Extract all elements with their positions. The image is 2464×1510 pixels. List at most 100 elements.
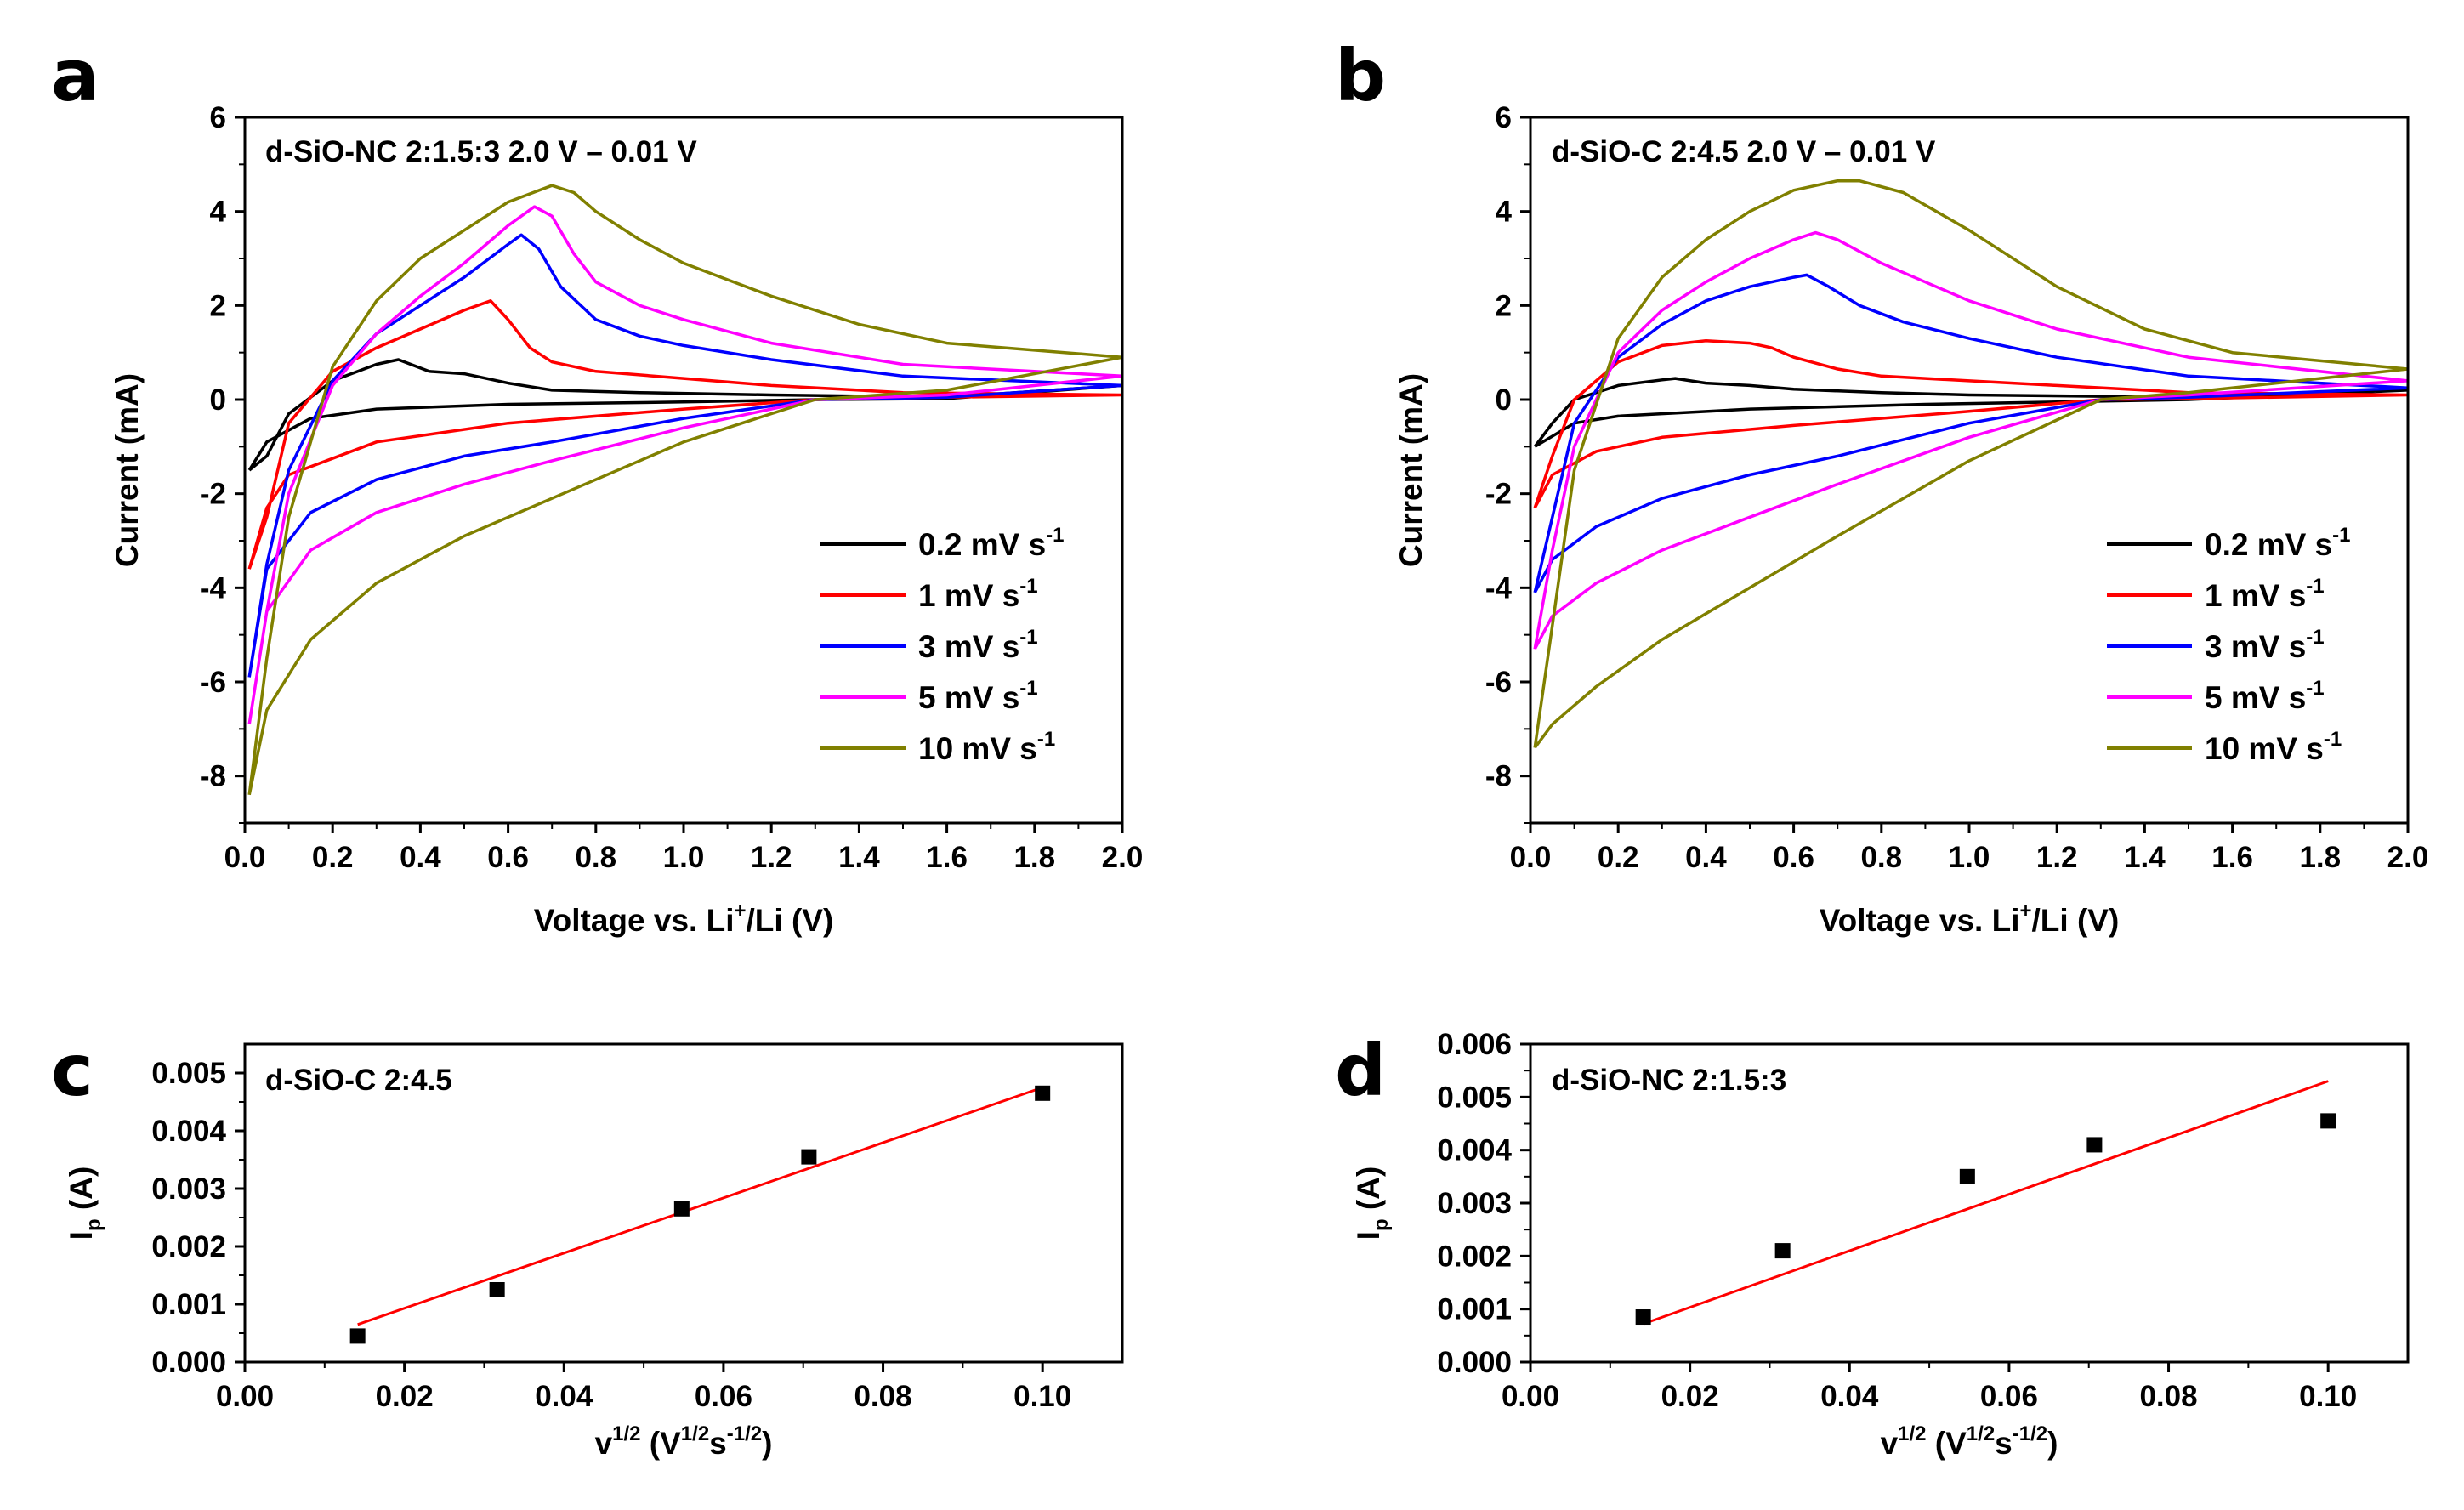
x-tick-label: 0.02 [1661,1380,1719,1413]
y-tick-label: 0.001 [1437,1293,1512,1326]
x-tick-label: 0.04 [535,1380,593,1413]
y-tick-label: -6 [200,666,226,699]
y-tick-label: -4 [1485,571,1513,605]
y-tick-label: 0.003 [151,1172,226,1206]
x-tick-label: 2.0 [1102,841,1144,874]
x-tick-label: 0.2 [312,841,354,874]
y-tick-label: 0.004 [151,1115,226,1148]
series-line-1 [247,299,1122,570]
legend-label-sup: -1 [2306,575,2324,598]
x-label-sup: 1/2 [1898,1422,1926,1445]
y-tick-label: 0.006 [1437,1028,1512,1061]
x-tick-label: 0.06 [695,1380,752,1413]
panel-letter: d [1335,1029,1386,1112]
x-label-part: (V [641,1426,682,1461]
plot-frame [1529,1042,2410,1364]
y-tick-label: -2 [1485,478,1512,511]
x-label-part: s [709,1426,727,1461]
plot-area [1533,179,2408,749]
legend-label-0: 0.2 mV s-1 [2205,524,2351,562]
legend-label-sup: -1 [1037,728,1055,751]
y-tick-label: 2 [210,289,226,322]
legend: 0.2 mV s-11 mV s-13 mV s-15 mV s-110 mV … [2107,524,2351,766]
x-tick-label: 0.10 [1013,1380,1071,1413]
legend: 0.2 mV s-11 mV s-13 mV s-15 mV s-110 mV … [820,524,1065,766]
y-tick-label: 0.000 [151,1346,226,1379]
x-tick-label: 1.2 [2036,841,2078,874]
y-axis-label: Ip (A) [64,1167,105,1240]
x-label-sup: + [2020,900,2032,922]
x-tick-label: 0.4 [1685,841,1727,874]
x-label-part: /Li (V) [2032,903,2120,938]
chart-panel-a: a 0.0 0.2 0.4 0.6 0.8 1.0 1.2 1.4 1.6 1.8 2.0 -8 -6 -4… [51,34,1143,938]
y-tick-label: -6 [1485,666,1512,699]
data-point [801,1149,817,1165]
legend-label-sup: -1 [1019,626,1037,649]
legend-label-text: 1 mV s [2205,578,2306,613]
x-tick-label: 0.8 [575,841,616,874]
plot-frame [1529,116,2410,825]
series-line-1 [1533,339,2408,509]
y-tick-label: -8 [1485,760,1512,793]
y-label-part: I [64,1231,99,1240]
legend-label-3: 5 mV s-1 [918,677,1038,715]
legend-label-0: 0.2 mV s-1 [918,524,1065,562]
legend-label-text: 5 mV s [2205,680,2306,715]
y-label-part: I [1351,1231,1386,1240]
plot-area [1643,1080,2329,1326]
x-tick-label: 1.0 [1949,841,1990,874]
y-tick-label: 0.002 [1437,1240,1512,1273]
legend-label-sup: -1 [2306,677,2324,700]
chart-title: d-SiO-C 2:4.5 [265,1064,452,1097]
x-label-sup: -1/2 [2013,1422,2047,1445]
legend-label-sup: -1 [2324,728,2342,751]
y-tick-label: 0.000 [1437,1346,1512,1379]
y-tick-label: 0 [1496,383,1512,417]
x-tick-label: 0.0 [1510,841,1552,874]
x-tick-label: 0.10 [2299,1380,2357,1413]
legend-label-text: 3 mV s [2205,629,2306,664]
x-label-part: Voltage vs. Li [534,903,735,938]
x-tick-label: 0.08 [2139,1380,2197,1413]
x-tick-label: 0.4 [400,841,441,874]
x-tick-label: 0.00 [1502,1380,1559,1413]
legend-label-sup: -1 [1019,575,1037,598]
legend-label-2: 3 mV s-1 [918,626,1038,664]
data-point [2320,1113,2336,1129]
panel-letter: a [51,34,99,117]
x-tick-label: 1.8 [2299,841,2341,874]
x-label-part: ) [2047,1426,2058,1461]
fit-line [1643,1080,2329,1326]
legend-label-4: 10 mV s-1 [918,728,1055,766]
series-line-2 [1533,273,2408,593]
panel-letter: c [51,1029,94,1112]
data-point [489,1282,505,1297]
x-tick-label: 0.08 [854,1380,911,1413]
series-line-3 [247,205,1122,725]
legend-label-text: 10 mV s [2205,731,2324,766]
plot-area [357,1086,1043,1326]
y-label-sub: p [1370,1218,1393,1231]
y-tick-label: 0.002 [151,1230,226,1263]
legend-label-sup: -1 [2306,626,2324,649]
x-axis-label: Voltage vs. Li+/Li (V) [1820,900,2120,938]
y-tick-label: 2 [1496,289,1512,322]
x-tick-label: 0.04 [1820,1380,1879,1413]
y-tick-label: 0.003 [1437,1187,1512,1220]
y-tick-label: 4 [210,196,227,229]
legend-label-sup: -1 [2332,524,2350,547]
chart-panel-b: b 0.0 0.2 0.4 0.6 0.8 1.0 1.2 1.4 1.6 1.8 2.0 -8 -6 -4… [1335,34,2428,938]
legend-label-text: 5 mV s [918,680,1019,715]
data-point [1035,1085,1051,1101]
y-tick-label: 0.001 [151,1288,226,1321]
x-tick-label: 2.0 [2387,841,2429,874]
x-tick-label: 1.2 [751,841,792,874]
x-tick-label: 1.0 [663,841,705,874]
series-line-3 [1533,230,2408,650]
x-label-sup: 1/2 [681,1422,709,1445]
panel-letter: b [1335,34,1386,117]
x-tick-label: 0.0 [224,841,266,874]
series-line-4 [247,184,1122,796]
x-tick-label: 0.06 [1980,1380,2038,1413]
